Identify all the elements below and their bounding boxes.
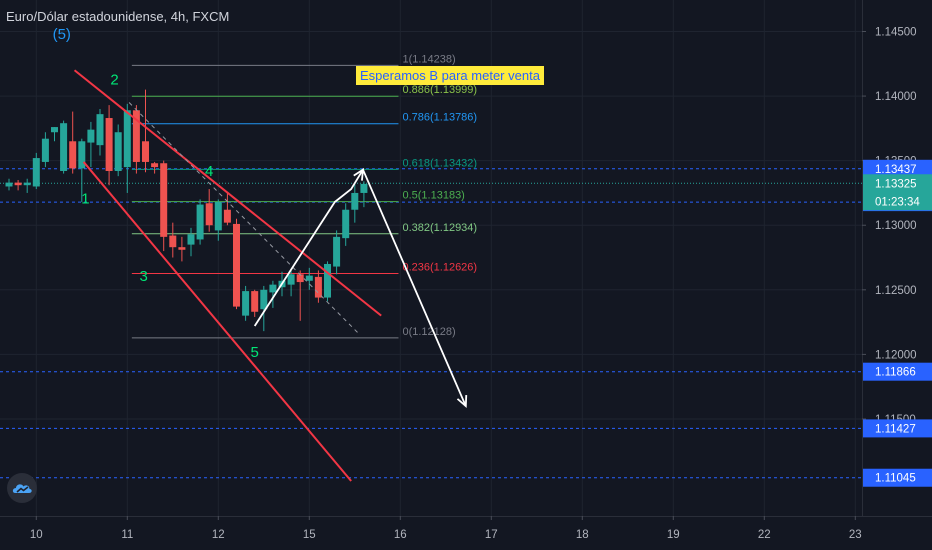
price-tick-label: 1.12500: [875, 285, 917, 297]
wave-label: 4: [205, 163, 213, 180]
wave-label: 2: [110, 71, 118, 88]
price-level-tag: 1.11866: [875, 367, 916, 379]
fib-level-label: 0.5(1.13183): [402, 190, 464, 202]
price-level-tag-bg: [863, 159, 932, 178]
price-level-tag-bg: [863, 468, 932, 487]
wave-label: 5: [251, 344, 259, 361]
price-level-tag: 1.13437: [875, 164, 917, 176]
candle-body: [14, 182, 22, 186]
candle-body: [123, 110, 131, 168]
candle-body: [333, 236, 341, 267]
current-price-tag-bg: [863, 174, 932, 211]
candle-body: [314, 276, 322, 298]
arrowhead-down: [456, 395, 468, 408]
candle-body: [324, 263, 331, 298]
candle-body: [360, 183, 368, 193]
candle-body: [187, 234, 195, 245]
wave-label: 3: [140, 268, 148, 285]
arrowhead-up: [353, 167, 365, 181]
price-tick-label: 1.12000: [875, 349, 917, 361]
candle-body: [287, 274, 295, 285]
price-level-tag: 1.11045: [875, 473, 916, 485]
chart-title: Euro/Dólar estadounidense, 4h, FXCM: [6, 9, 230, 24]
candle-body: [114, 132, 122, 171]
candles: [5, 89, 368, 332]
fib-level-label: 0.618(1.13432): [402, 157, 477, 169]
countdown-timer: 01:23:34: [875, 196, 920, 208]
trend-dashed-line: [128, 102, 358, 333]
candle-body: [260, 289, 268, 310]
channel-line: [82, 161, 352, 482]
candle-body: [169, 235, 177, 248]
time-tick-label: 17: [485, 529, 498, 541]
price-axis[interactable]: 1.145001.140001.135001.130001.125001.120…: [862, 0, 932, 516]
current-price-tag: 1.13325: [875, 178, 917, 190]
candle-body: [87, 129, 95, 143]
wave-label: (5): [53, 26, 71, 43]
projection-path: [253, 168, 467, 407]
candle-body: [32, 158, 40, 187]
fib-level-label: 0.786(1.13786): [402, 112, 477, 124]
fib-level-label: 0.382(1.12934): [402, 222, 477, 234]
time-axis-bg: [0, 516, 932, 550]
candle-body: [196, 204, 204, 240]
candle-body: [351, 192, 359, 210]
time-tick-label: 11: [121, 529, 133, 541]
candle-body: [305, 275, 313, 281]
time-tick-label: 15: [303, 529, 316, 541]
time-tick-label: 18: [576, 529, 589, 541]
fib-level-label: 0.886(1.13999): [402, 84, 477, 96]
candle-body: [105, 118, 113, 171]
candle-body: [142, 141, 149, 162]
wave-label: 1: [81, 190, 89, 207]
candle-body: [41, 138, 49, 162]
price-level-tag: 1.11427: [875, 423, 916, 435]
price-tick-label: 1.14000: [875, 91, 917, 103]
fib-level-label: 1(1.14238): [402, 53, 455, 65]
candle-body: [78, 141, 86, 169]
fibonacci-retracement[interactable]: 1(1.14238) 0.786(1.13786) 0.618(1.13432) 0.…: [131, 53, 477, 339]
candle-body: [23, 182, 31, 186]
candle-body: [269, 284, 277, 293]
candle-body: [160, 163, 168, 237]
price-axis-bg: [862, 0, 932, 516]
time-tick-label: 23: [849, 529, 862, 541]
candle-body: [69, 141, 77, 169]
candle-body: [132, 110, 140, 162]
candle-body: [178, 247, 186, 250]
time-tick-label: 16: [394, 529, 407, 541]
candle-body: [51, 127, 58, 133]
candle-body: [60, 123, 68, 171]
candle-body: [205, 203, 213, 226]
fib-level-label: 0.236(1.12626): [402, 262, 477, 274]
candle-body: [242, 291, 250, 316]
time-axis[interactable]: 10 11 12 15 16 17 18 19 22 23: [0, 516, 932, 550]
grid: [0, 0, 862, 516]
candle-body: [5, 182, 13, 187]
price-level-tag-bg: [863, 362, 932, 381]
time-tick-label: 10: [30, 529, 43, 541]
candle-body: [223, 209, 231, 223]
fib-level-label: 0(1.12128): [402, 326, 455, 338]
wave-labels: (5) 2 1 4 3 5: [53, 26, 259, 361]
time-tick-label: 12: [212, 529, 225, 541]
annotation-note[interactable]: Esperamos B para meter venta: [356, 66, 544, 85]
time-tick-label: 19: [667, 529, 680, 541]
candle-body: [233, 223, 240, 307]
price-tick-label: 1.14500: [875, 26, 917, 38]
time-tick-label: 22: [758, 529, 771, 541]
candle-body: [251, 291, 259, 312]
candle-body: [342, 209, 350, 239]
tradingview-logo[interactable]: [7, 473, 37, 503]
price-tick-label: 1.13000: [875, 220, 917, 232]
candle-body: [296, 274, 304, 283]
drawings[interactable]: [73, 69, 468, 482]
channel-line: [73, 69, 382, 317]
cloud-icon: [12, 484, 32, 493]
candle-body: [214, 201, 222, 231]
candle-body: [151, 163, 159, 168]
price-level-tag-bg: [863, 419, 932, 438]
candle-body: [96, 114, 104, 146]
